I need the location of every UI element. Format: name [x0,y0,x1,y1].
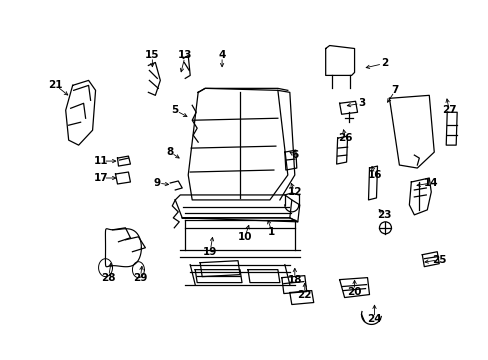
Text: 16: 16 [367,170,382,180]
Text: 10: 10 [237,232,252,242]
Text: 14: 14 [423,178,438,188]
Text: 13: 13 [178,50,192,60]
Text: 29: 29 [133,273,147,283]
Text: 7: 7 [391,85,398,95]
Text: 28: 28 [101,273,116,283]
Text: 27: 27 [441,105,456,115]
Text: 18: 18 [287,275,302,285]
Text: 5: 5 [171,105,179,115]
Text: 24: 24 [366,314,381,324]
Text: 17: 17 [94,173,109,183]
Text: 25: 25 [431,255,446,265]
Text: 26: 26 [338,133,352,143]
Text: 1: 1 [268,227,275,237]
Text: 9: 9 [153,178,161,188]
Text: 11: 11 [94,156,109,166]
Text: 15: 15 [145,50,159,60]
Text: 2: 2 [380,58,387,68]
Text: 8: 8 [166,147,174,157]
Text: 19: 19 [203,247,217,257]
Text: 12: 12 [287,187,302,197]
Text: 20: 20 [346,287,361,297]
Text: 22: 22 [297,289,311,300]
Text: 23: 23 [376,210,391,220]
Text: 4: 4 [218,50,225,60]
Text: 6: 6 [290,150,298,160]
Text: 3: 3 [357,98,365,108]
Text: 21: 21 [48,80,63,90]
